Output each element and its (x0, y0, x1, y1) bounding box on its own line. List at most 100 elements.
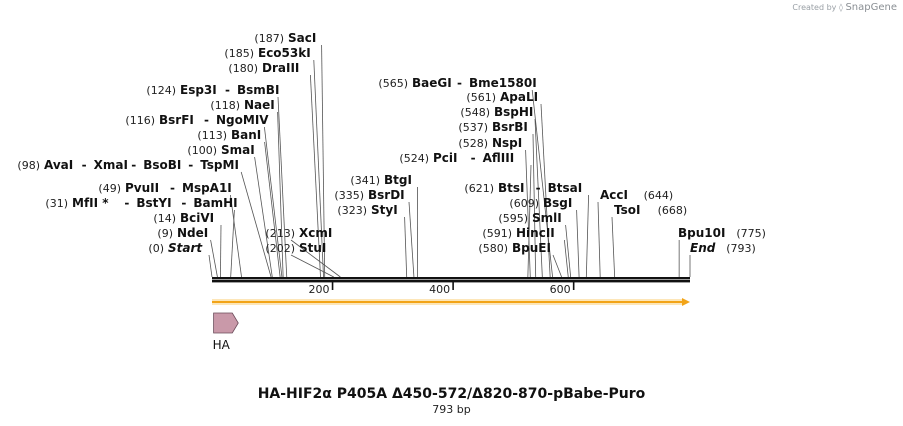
site-line (277, 96, 288, 278)
site-line (208, 254, 213, 278)
enzyme-name[interactable]: ApaLI (500, 90, 538, 104)
enzyme-name[interactable]: BaeGI (412, 76, 452, 90)
enzyme-name[interactable]: End (690, 241, 716, 255)
site-line (290, 254, 334, 278)
name-separator: - (131, 158, 136, 172)
feature-arrow[interactable] (213, 312, 239, 334)
enzyme-name[interactable]: PvuII (125, 181, 159, 195)
site-line (565, 224, 572, 278)
enzyme-name[interactable]: TsoI (614, 203, 640, 217)
name-separator: - (124, 196, 129, 210)
enzyme-name[interactable]: XmaI (94, 158, 128, 172)
ruler: 200 400 600 (309, 282, 575, 296)
site-position: (595) (498, 212, 528, 225)
enzyme-name[interactable]: BspHI (494, 105, 533, 119)
site-line (277, 111, 284, 278)
credit-prefix: Created by (792, 3, 837, 12)
enzyme-name[interactable]: SacI (288, 31, 316, 45)
enzyme-name[interactable]: NgoMIV (216, 113, 269, 127)
site-line (230, 194, 242, 278)
name-separator: - (225, 83, 230, 97)
enzyme-name[interactable]: NaeI (244, 98, 275, 112)
site-line (313, 59, 324, 278)
enzyme-name[interactable]: AvaI (44, 158, 73, 172)
site-line (527, 164, 532, 278)
enzyme-name[interactable]: BtsI (498, 181, 525, 195)
enzyme-name[interactable]: NdeI (177, 226, 208, 240)
enzyme-name[interactable]: BtsaI (548, 181, 583, 195)
enzyme-name[interactable]: HincII (516, 226, 555, 240)
map-title: HA-HIF2α P405A Δ450-572/Δ820-870-pBabe-P… (257, 386, 646, 402)
enzyme-name[interactable]: BpuEI (512, 241, 551, 255)
snapgene-logo-icon: ◊ (838, 3, 843, 12)
enzyme-name[interactable]: AflIII (483, 151, 515, 165)
name-separator: - (188, 158, 193, 172)
enzyme-name[interactable]: DraIII (262, 61, 299, 75)
site-position: (341) (350, 174, 380, 187)
name-separator: - (82, 158, 87, 172)
enzyme-name[interactable]: BstYI (136, 196, 171, 210)
enzyme-name[interactable]: StuI (299, 241, 326, 255)
snapgene-credit[interactable]: Created by ◊ SnapGene (792, 2, 897, 13)
site-position: (202) (265, 242, 295, 255)
site-position: (591) (482, 227, 512, 240)
site-position: (580) (478, 242, 508, 255)
feature-label: HA (213, 338, 231, 352)
enzyme-name[interactable]: XcmI (299, 226, 332, 240)
enzyme-name[interactable]: NspI (492, 136, 522, 150)
enzyme-name[interactable]: BsgI (543, 196, 572, 210)
enzyme-name[interactable]: BsrDI (368, 188, 405, 202)
site-position: (49) (98, 182, 121, 195)
site-line (290, 239, 341, 278)
enzyme-name[interactable]: BsmBI (237, 83, 279, 97)
enzyme-name[interactable]: AccI (600, 188, 628, 202)
enzyme-name[interactable]: SmlI (532, 211, 562, 225)
name-separator: - (471, 151, 476, 165)
site-position: (31) (45, 197, 68, 210)
enzyme-name[interactable]: BanI (231, 128, 261, 142)
ruler-tick-label: 400 (429, 283, 450, 296)
enzyme-name[interactable]: BtgI (384, 173, 412, 187)
enzyme-name[interactable]: Esp3I (180, 83, 217, 97)
site-position: (187) (254, 32, 284, 45)
site-line (585, 194, 589, 278)
site-line (240, 171, 272, 278)
site-position: (113) (197, 129, 227, 142)
enzyme-name[interactable]: StyI (371, 203, 398, 217)
credit-brand: SnapGene (845, 2, 897, 13)
site-position: (528) (458, 137, 488, 150)
enzyme-name[interactable]: BsrFI (159, 113, 194, 127)
site-position: (548) (460, 106, 490, 119)
name-separator: - (181, 196, 186, 210)
enzyme-name[interactable]: SmaI (221, 143, 255, 157)
ruler-tick-label: 600 (550, 283, 571, 296)
site-position: (323) (337, 204, 367, 217)
enzyme-name[interactable]: Bpu10I (678, 226, 725, 240)
site-position: (335) (334, 189, 364, 202)
name-separator: - (457, 76, 462, 90)
site-position: (124) (146, 84, 176, 97)
site-position: (180) (228, 62, 258, 75)
site-line (404, 216, 408, 278)
orf-arrowhead-icon (682, 298, 690, 306)
site-line (321, 44, 326, 278)
site-position: (0) (148, 242, 164, 255)
enzyme-name[interactable]: BsrBI (492, 120, 528, 134)
enzyme-name[interactable]: Start (168, 241, 203, 255)
name-separator: - (536, 181, 541, 195)
enzyme-name[interactable]: Bme1580I (469, 76, 537, 90)
site-position: (621) (464, 182, 494, 195)
site-line (531, 89, 553, 278)
enzyme-name[interactable]: Eco53kI (258, 46, 311, 60)
enzyme-name[interactable]: BciVI (180, 211, 214, 225)
enzyme-name[interactable]: MfII * (72, 196, 109, 210)
site-line (210, 239, 218, 278)
enzyme-name[interactable]: TspMI (200, 158, 239, 172)
enzyme-name[interactable]: MspA1I (182, 181, 232, 195)
enzyme-name[interactable]: BamHI (193, 196, 237, 210)
site-labels: (0) Start(9) NdeI(14) BciVI(31) MfII * - BstYI… (17, 31, 766, 255)
enzyme-name[interactable]: BsoBI (143, 158, 181, 172)
site-line (264, 141, 281, 278)
enzyme-name[interactable]: PciI (433, 151, 458, 165)
orf-track (212, 298, 690, 306)
